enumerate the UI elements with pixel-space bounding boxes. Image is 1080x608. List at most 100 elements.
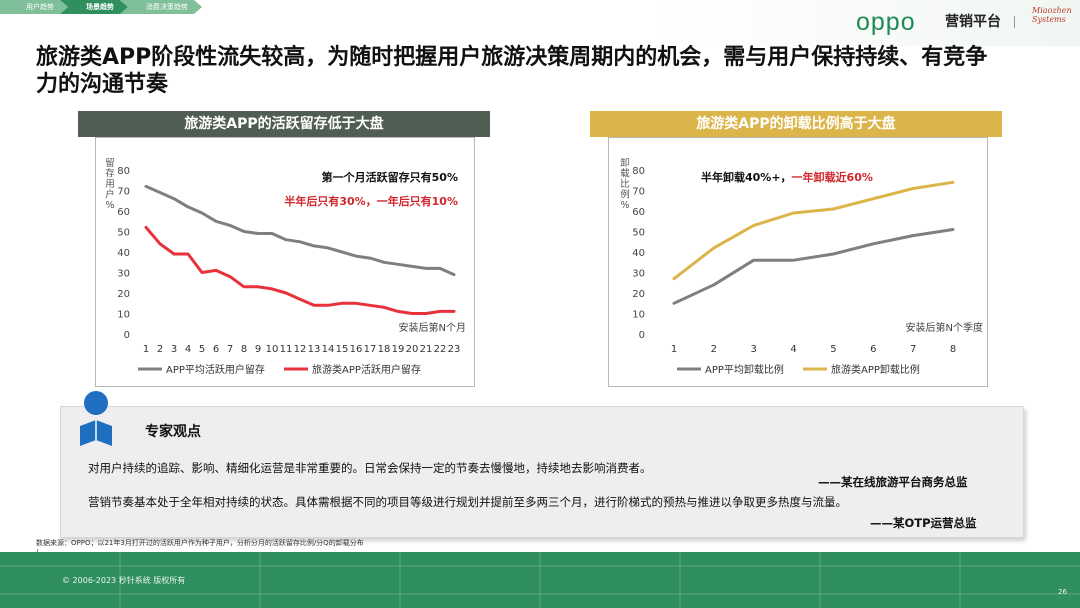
x-tick-label: 1 xyxy=(671,344,677,355)
miaozhen-logo: Miaozhen Systems xyxy=(1032,6,1072,24)
y-tick-label: 10 xyxy=(632,310,645,321)
expert-title: 专家观点 xyxy=(145,424,201,440)
y-tick-label: 0 xyxy=(124,330,130,341)
data-point xyxy=(299,298,301,300)
data-point xyxy=(453,273,455,276)
y-tick-label: 30 xyxy=(117,269,130,280)
y-tick-label: 40 xyxy=(632,248,645,259)
y-tick-label: 0 xyxy=(639,330,645,341)
data-point xyxy=(173,197,175,200)
data-point xyxy=(383,261,385,264)
legend-label-2: 旅游类APP活跃用户留存 xyxy=(312,363,421,376)
data-point xyxy=(369,304,371,307)
x-tick-label: 8 xyxy=(241,344,247,355)
y-axis-label-char: 户 xyxy=(105,189,115,201)
x-tick-label: 2 xyxy=(711,344,717,355)
y-axis-label-char: 卸 xyxy=(620,157,630,169)
page-number: 26 xyxy=(1058,588,1067,596)
data-point xyxy=(411,312,413,315)
data-point xyxy=(229,275,231,278)
data-point xyxy=(952,181,954,184)
series-line-1 xyxy=(672,228,955,305)
y-tick-label: 40 xyxy=(117,248,130,259)
data-point xyxy=(397,310,399,313)
y-tick-label: 50 xyxy=(632,228,645,239)
x-tick-label: 8 xyxy=(950,344,956,355)
y-tick-label: 60 xyxy=(117,207,130,218)
x-tick-label: 22 xyxy=(434,344,447,355)
data-point xyxy=(201,212,203,214)
data-point xyxy=(713,247,715,249)
expert-source-2: ——某OTP运营总监 xyxy=(870,516,977,530)
data-point xyxy=(159,243,161,245)
x-tick-label: 23 xyxy=(448,344,461,355)
y-axis-label-char: 比 xyxy=(620,178,630,190)
data-point xyxy=(341,251,343,253)
tab-user-trend[interactable]: 用户趋势 xyxy=(0,0,68,14)
x-tick-label: 15 xyxy=(336,344,349,355)
x-tick-label: 5 xyxy=(199,344,205,355)
y-tick-label: 60 xyxy=(632,207,645,218)
data-point xyxy=(397,263,399,266)
y-tick-label: 70 xyxy=(632,187,645,198)
legend-label-1: APP平均活跃用户留存 xyxy=(166,363,265,376)
annotation-first-month: 第一个月活跃留存只有50% xyxy=(322,170,458,184)
data-point xyxy=(453,310,455,313)
tab-scene-trend[interactable]: 场景趋势 xyxy=(60,0,128,14)
data-point xyxy=(439,310,441,313)
data-point xyxy=(355,302,357,305)
data-point xyxy=(752,224,755,227)
footer-bar xyxy=(0,552,1080,608)
copyright-text: © 2006-2023 秒针系统 版权所有 xyxy=(62,576,186,585)
y-tick-label: 10 xyxy=(117,310,130,321)
data-point xyxy=(792,212,795,214)
legend-label-2: 旅游类APP卸载比例 xyxy=(831,363,920,376)
expert-person-icon xyxy=(80,391,112,446)
data-point xyxy=(173,253,175,255)
y-axis-label-char: % xyxy=(105,200,114,211)
x-tick-label: 11 xyxy=(280,344,293,355)
data-point xyxy=(355,255,357,257)
x-tick-label: 7 xyxy=(910,344,916,355)
expert-source-1: ——某在线旅游平台商务总监 xyxy=(818,475,968,489)
right-chart-panel: 0 10 20 30 40 50 60 70 80 卸载比例% 1 2 3 4 5 6 7 8 安装后第N个季度 AP… xyxy=(608,137,988,387)
data-point xyxy=(159,191,161,194)
data-point xyxy=(425,267,427,270)
y-axis-label-char: % xyxy=(620,200,629,211)
data-point xyxy=(912,234,914,237)
oppo-logo: oppo xyxy=(856,8,916,36)
data-point xyxy=(912,187,914,190)
annotation-uninstall: 半年卸载40%+，一年卸载近60% xyxy=(701,170,873,184)
data-point xyxy=(271,288,273,290)
x-tick-label: 5 xyxy=(830,344,836,355)
top-navigation: 用户趋势 场景趋势 消费决策趋势 xyxy=(0,0,194,14)
x-tick-label: 1 xyxy=(143,344,149,355)
data-point xyxy=(872,197,875,200)
x-tick-label: 14 xyxy=(322,344,335,355)
x-tick-label: 19 xyxy=(392,344,405,355)
x-axis-label: 安装后第N个月 xyxy=(399,321,466,334)
data-point xyxy=(145,185,147,188)
x-tick-label: 3 xyxy=(171,344,177,355)
data-point xyxy=(145,226,147,229)
data-point xyxy=(201,271,203,274)
x-tick-label: 10 xyxy=(266,344,279,355)
footer-grid-pattern xyxy=(0,552,1080,608)
data-point xyxy=(313,304,315,307)
tab-consumer-decision-trend[interactable]: 消费决策趋势 xyxy=(120,0,202,14)
data-point xyxy=(313,245,315,247)
data-point xyxy=(271,232,273,235)
data-point xyxy=(411,265,413,268)
x-tick-label: 21 xyxy=(420,344,433,355)
annotation-half-year: 半年后只有30%，一年后只有10% xyxy=(284,194,458,208)
data-point xyxy=(215,220,217,223)
y-axis-label-char: 留 xyxy=(105,157,115,169)
x-axis-label: 安装后第N个季度 xyxy=(906,321,983,334)
x-tick-label: 6 xyxy=(870,344,876,355)
data-point xyxy=(425,312,427,315)
data-point xyxy=(832,208,835,210)
x-tick-label: 18 xyxy=(378,344,391,355)
data-point xyxy=(187,206,189,208)
data-point xyxy=(952,228,954,231)
